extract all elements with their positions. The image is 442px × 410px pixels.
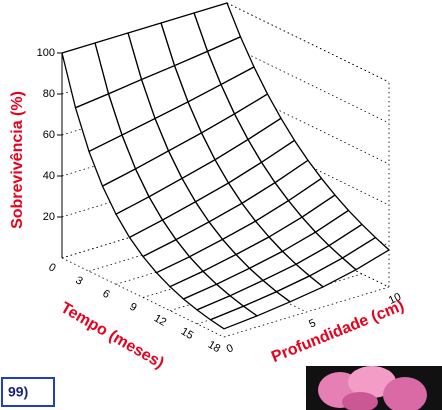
x-tick-label: 12 xyxy=(152,312,169,329)
y-tick-label: 0 xyxy=(225,342,236,355)
source-label: 99) xyxy=(8,384,28,400)
x-axis-title: Tempo (meses) xyxy=(58,299,167,372)
chart: 2040608010003691215180510 99) Sobrevivên… xyxy=(0,0,442,410)
z-axis-title: Sobrevivência (%) xyxy=(9,91,26,229)
x-tick-label: 18 xyxy=(206,339,223,356)
z-tick-label: 40 xyxy=(43,170,55,182)
z-tick-label: 100 xyxy=(37,47,55,59)
z-tick-label: 20 xyxy=(43,211,55,223)
x-tick-label: 9 xyxy=(127,301,138,314)
z-tick-label: 80 xyxy=(43,88,55,100)
photo xyxy=(306,366,442,410)
y-tick-label: 5 xyxy=(307,317,318,330)
x-tick-label: 0 xyxy=(46,261,57,274)
x-tick-label: 15 xyxy=(179,325,196,342)
z-tick-label: 60 xyxy=(43,129,55,141)
x-tick-label: 6 xyxy=(100,288,111,301)
y-axis-title: Profundidade (cm) xyxy=(269,297,406,366)
x-tick-label: 3 xyxy=(73,274,84,287)
